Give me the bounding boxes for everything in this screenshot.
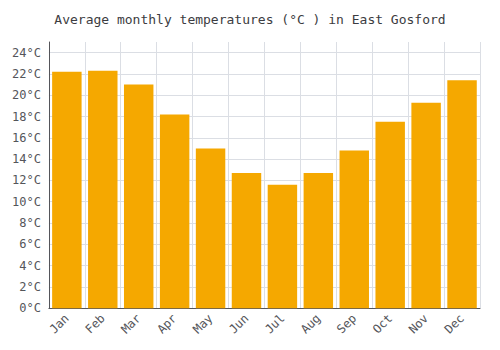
svg-text:May: May [190, 311, 215, 336]
svg-text:Mar: Mar [118, 311, 143, 336]
svg-text:0°C: 0°C [19, 301, 41, 315]
svg-text:2°C: 2°C [19, 280, 41, 294]
svg-text:8°C: 8°C [19, 216, 41, 230]
svg-text:Jul: Jul [262, 311, 287, 336]
svg-text:20°C: 20°C [12, 88, 41, 102]
svg-text:14°C: 14°C [12, 152, 41, 166]
svg-text:10°C: 10°C [12, 195, 41, 209]
svg-text:Apr: Apr [154, 311, 179, 336]
svg-text:12°C: 12°C [12, 173, 41, 187]
svg-text:24°C: 24°C [12, 46, 41, 60]
svg-text:6°C: 6°C [19, 237, 41, 251]
svg-text:18°C: 18°C [12, 110, 41, 124]
svg-text:Oct: Oct [370, 311, 395, 336]
svg-text:4°C: 4°C [19, 259, 41, 273]
svg-text:Sep: Sep [334, 311, 359, 336]
svg-text:Aug: Aug [298, 311, 323, 336]
svg-text:Feb: Feb [83, 311, 108, 336]
svg-text:Jan: Jan [47, 311, 72, 336]
svg-text:Average monthly temperatures (: Average monthly temperatures (°C ) in Ea… [54, 12, 445, 27]
svg-text:Jun: Jun [226, 311, 251, 336]
svg-text:Nov: Nov [406, 311, 431, 336]
svg-text:16°C: 16°C [12, 131, 41, 145]
svg-text:Dec: Dec [442, 311, 467, 336]
svg-text:22°C: 22°C [12, 67, 41, 81]
